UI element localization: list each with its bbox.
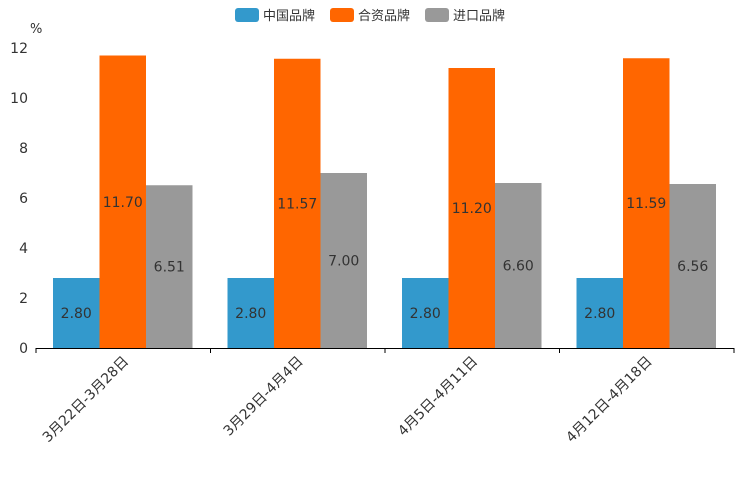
y-tick-label: 0 xyxy=(19,341,28,357)
bar-1-3 xyxy=(402,278,449,348)
data-label: 11.57 xyxy=(277,196,317,212)
bar-3-1 xyxy=(146,185,193,348)
data-label: 2.80 xyxy=(584,306,615,322)
data-label: 2.80 xyxy=(235,306,266,322)
bar-2-4 xyxy=(623,58,670,348)
y-axis: 0 2 4 6 8 10 12 xyxy=(10,41,28,357)
data-label: 11.20 xyxy=(452,201,492,217)
bar-1-2 xyxy=(227,278,274,348)
data-label: 6.51 xyxy=(154,260,185,276)
x-tick-label: 3月22日-3月28日 xyxy=(40,354,132,446)
legend-label: 合资品牌 xyxy=(358,8,410,24)
legend-swatch xyxy=(425,8,449,22)
y-tick-label: 4 xyxy=(19,241,28,257)
data-label: 6.60 xyxy=(503,259,534,275)
bar-3-2 xyxy=(320,173,367,348)
y-tick-label: 6 xyxy=(19,191,28,207)
data-label: 11.59 xyxy=(626,196,666,212)
y-tick-label: 10 xyxy=(10,91,28,107)
data-label: 2.80 xyxy=(61,306,92,322)
data-label: 7.00 xyxy=(328,254,359,270)
x-tick-label: 4月5日-4月11日 xyxy=(395,354,481,440)
y-tick-label: 2 xyxy=(19,291,28,307)
x-tick-label: 3月29日-4月4日 xyxy=(221,354,307,440)
data-label: 11.70 xyxy=(103,195,143,211)
legend: 中国品牌 合资品牌 进口品牌 xyxy=(235,8,505,24)
legend-label: 进口品牌 xyxy=(453,8,505,24)
bar-1-1 xyxy=(53,278,100,348)
y-tick-label: 8 xyxy=(19,141,28,157)
bar-1-4 xyxy=(576,278,623,348)
y-tick-label: 12 xyxy=(10,41,28,57)
legend-swatch xyxy=(330,8,354,22)
data-label: 2.80 xyxy=(410,306,441,322)
x-tick-label: 4月12日-4月18日 xyxy=(563,354,655,446)
data-label: 6.56 xyxy=(677,259,708,275)
bar-3-4 xyxy=(669,184,716,348)
legend-swatch xyxy=(235,8,259,22)
y-axis-unit-label: % xyxy=(30,22,42,37)
bar-2-2 xyxy=(274,58,321,348)
bar-3-3 xyxy=(495,183,542,348)
x-axis: 3月22日-3月28日 3月29日-4月4日 4月5日-4月11日 4月12日-4月1… xyxy=(35,348,735,446)
bars: 2.80 11.70 6.51 2.80 11.57 7.00 2.80 11.20 6.60 2… xyxy=(53,55,716,348)
bar-2-3 xyxy=(448,68,495,348)
legend-label: 中国品牌 xyxy=(263,8,315,24)
bar-2-1 xyxy=(99,55,146,348)
